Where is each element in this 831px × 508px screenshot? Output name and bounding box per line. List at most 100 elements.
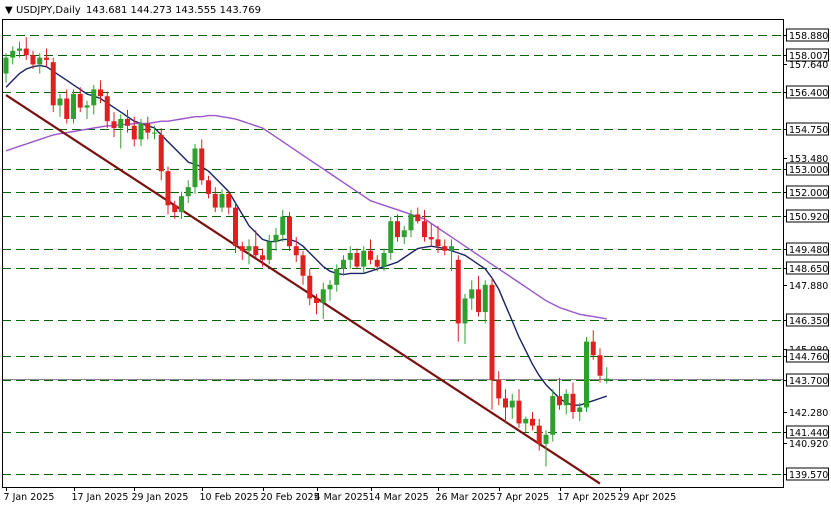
candle-body [523, 418, 529, 424]
candle [165, 166, 171, 215]
candle-body [199, 148, 205, 181]
price-tick-label: 143.700 [789, 376, 828, 387]
candle [158, 128, 164, 181]
candle [199, 139, 205, 185]
candle [50, 57, 56, 113]
candle-body [266, 241, 272, 260]
price-label-box [786, 122, 829, 136]
candle [476, 275, 481, 317]
candle [374, 255, 380, 272]
dropdown-arrow-icon[interactable]: ▼ [5, 5, 13, 16]
candle [125, 109, 130, 133]
candle-body [192, 148, 198, 188]
candle-body [307, 275, 313, 299]
time-tick-label: 29 Jan 2025 [132, 492, 189, 503]
candle [422, 209, 427, 242]
candle [44, 48, 49, 67]
moving-average-line [5, 114, 607, 320]
candle [152, 125, 157, 140]
candle-body [455, 259, 461, 324]
candle [577, 402, 583, 422]
candle-body [469, 289, 475, 299]
candle [354, 248, 360, 269]
candle [287, 212, 292, 251]
price-label-box [786, 313, 829, 327]
candle [118, 114, 124, 149]
candle [563, 389, 569, 415]
price-tick-label: 148.650 [789, 264, 828, 275]
ohlc-readout: 143.681 144.273 143.555 143.769 [86, 5, 261, 16]
candle [293, 237, 299, 263]
candle-body [395, 221, 400, 238]
candle [77, 87, 83, 113]
candle [64, 89, 70, 124]
price-tick-label: 152.000 [789, 188, 828, 199]
candle-body [260, 255, 265, 260]
price-tick-label: 150.920 [789, 212, 828, 223]
candle [341, 255, 346, 276]
candle [401, 225, 407, 244]
candle-body [125, 118, 130, 126]
price-label-box [786, 349, 829, 363]
candle [334, 264, 340, 292]
time-tick-label: 4 Mar 2025 [315, 492, 369, 503]
candle-body [104, 96, 110, 122]
candle [361, 246, 367, 274]
horizontal-levels [2, 35, 783, 475]
price-tick-label: 147.880 [789, 281, 828, 292]
candle [219, 189, 225, 213]
time-tick-label: 7 Jan 2025 [4, 492, 55, 503]
candle-body [597, 355, 603, 376]
candle-body [368, 250, 373, 260]
candle [415, 207, 421, 224]
candle-body [557, 396, 562, 406]
candle-body [300, 255, 306, 276]
candle [597, 348, 603, 383]
candle-body [320, 289, 326, 303]
time-tick-label: 20 Feb 2025 [261, 492, 320, 503]
candle [550, 389, 556, 442]
candle [557, 377, 562, 410]
candle-body [273, 234, 279, 242]
time-tick-label: 10 Feb 2025 [200, 492, 259, 503]
price-tick-label: 140.920 [789, 439, 828, 450]
candle [212, 187, 218, 213]
candle [536, 418, 542, 451]
candle-body [482, 284, 488, 313]
candle-body [246, 246, 252, 251]
candle [300, 250, 306, 285]
price-label-box [786, 28, 829, 42]
candle [104, 91, 110, 129]
candle-body [530, 418, 535, 426]
moving-average-line [5, 64, 608, 406]
candle-body [10, 50, 16, 58]
candle-body [415, 214, 421, 222]
candle [266, 234, 272, 265]
candle-body [233, 207, 238, 247]
candle-body [361, 250, 367, 267]
candle-body [489, 284, 495, 381]
candle [509, 393, 515, 419]
candle-body [280, 216, 286, 235]
candle [260, 248, 265, 267]
candle [3, 53, 9, 83]
candle [482, 280, 488, 324]
price-tick-label: 157.640 [789, 60, 828, 71]
candle-body [509, 400, 515, 408]
candle [523, 416, 529, 433]
candle [206, 175, 211, 199]
candle [111, 112, 117, 138]
candle [226, 191, 232, 215]
candle [428, 223, 434, 247]
time-tick-label: 17 Jan 2025 [72, 492, 129, 503]
candle [516, 389, 522, 428]
candle-body [44, 57, 49, 60]
price-label-box [786, 425, 829, 439]
candle [172, 200, 178, 219]
candle [590, 330, 596, 360]
candle-body [408, 214, 414, 231]
candle-body [563, 393, 569, 406]
